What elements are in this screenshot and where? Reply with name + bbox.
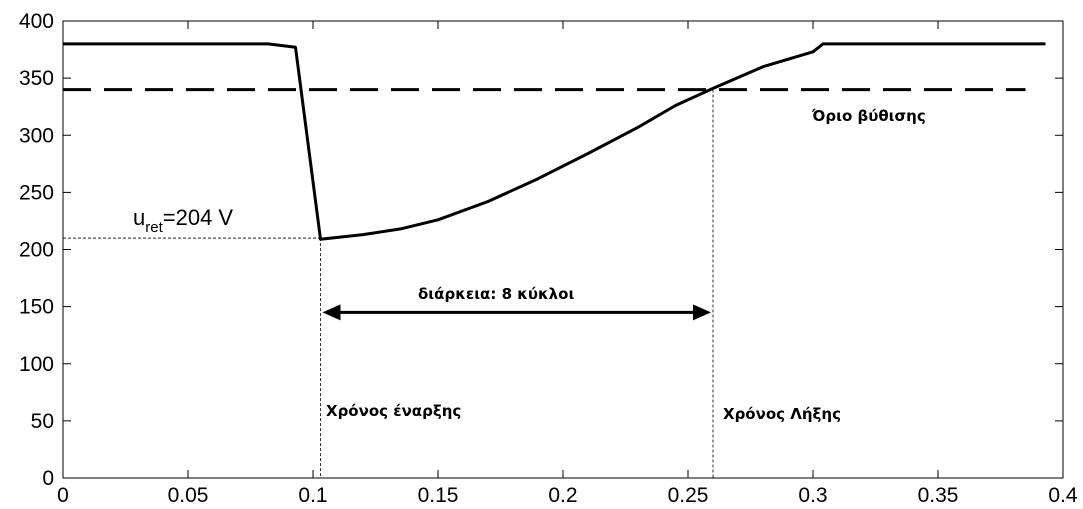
plot-frame [62,20,1064,479]
x-tick-label: 0.25 [668,484,709,507]
uret-main: u [133,205,145,230]
uret-value: =204 V [163,205,234,230]
x-tick-label: 0.4 [1048,484,1078,507]
y-tick-label: 50 [31,410,54,433]
x-axis-ticks: 0 0.05 0.1 0.15 0.2 0.25 0.3 0.35 0.4 [57,21,1078,507]
annotation-layer: Όριο βύθισης uret=204 V διάρκεια: 8 κύκλ… [133,107,926,423]
duration-arrowhead-right [693,304,711,321]
x-tick-label: 0.05 [168,484,209,507]
x-tick-label: 0.15 [418,484,459,507]
x-tick-label: 0.35 [918,484,959,507]
series-layer [63,42,1046,478]
y-tick-label: 200 [19,239,54,262]
y-tick-label: 300 [19,124,54,147]
x-tick-label: 0.1 [298,484,327,507]
x-tick-label: 0.3 [798,484,827,507]
duration-arrowhead-left [322,304,341,321]
y-tick-label: 0 [42,467,54,490]
uret-subscript: ret [145,219,163,236]
y-axis-ticks: 0 50 100 150 200 250 300 350 400 [19,10,1063,490]
uret-label: uret=204 V [133,205,233,236]
x-tick-label: 0 [57,484,69,507]
y-tick-label: 100 [19,353,54,376]
voltage-line [63,42,1046,241]
y-tick-label: 250 [19,181,54,204]
y-tick-label: 350 [19,67,54,90]
y-tick-label: 400 [19,10,54,33]
x-tick-label: 0.2 [548,484,577,507]
plot-area [62,20,1064,479]
end-time-label: Χρόνος Λήξης [723,405,841,423]
threshold-label: Όριο βύθισης [811,107,926,125]
duration-label: διάρκεια: 8 κύκλοι [418,285,574,303]
y-tick-label: 150 [19,296,54,319]
start-time-label: Χρόνος έναρξης [326,402,461,420]
